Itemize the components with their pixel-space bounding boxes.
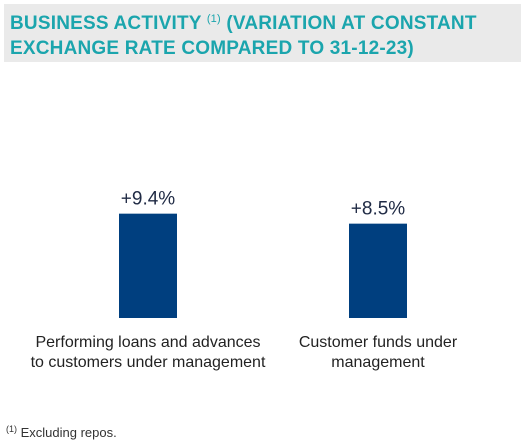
title-text-after: (VARIATION AT CONSTANT EXCHANGE RATE COM… <box>10 13 477 59</box>
chart-title: BUSINESS ACTIVITY (1) (VARIATION AT CONS… <box>10 7 510 61</box>
footnote-marker: (1) <box>6 424 17 434</box>
title-footnote-marker: (1) <box>206 13 221 25</box>
footnote: (1) Excluding repos. <box>6 424 117 440</box>
data-label-1: +9.4% <box>121 189 176 210</box>
category-label-loans: Performing loans and advances to custome… <box>30 334 266 371</box>
bar-2 <box>349 223 407 318</box>
title-band <box>4 4 521 62</box>
category-label-customer-funds: Customer funds under management <box>298 334 458 371</box>
footnote-text: Excluding repos. <box>17 425 117 440</box>
bar-1 <box>119 213 177 318</box>
title-text-before: BUSINESS ACTIVITY <box>10 13 207 34</box>
data-label-2: +8.5% <box>351 199 406 220</box>
